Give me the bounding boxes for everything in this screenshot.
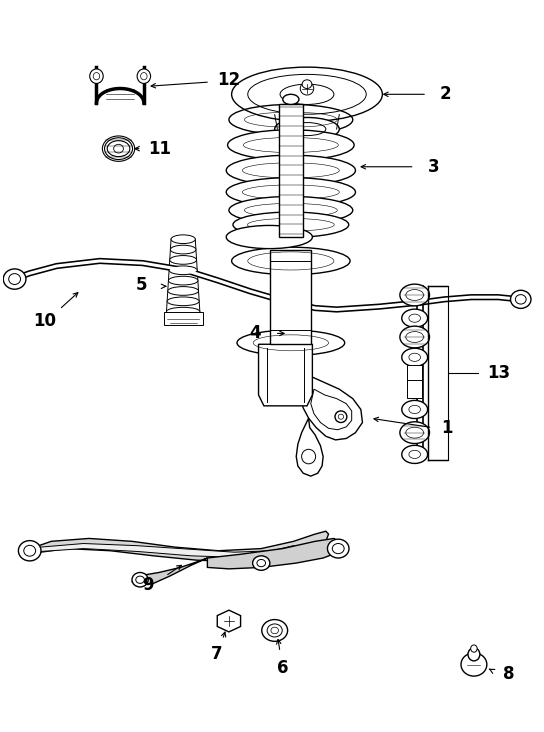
Ellipse shape — [400, 326, 430, 348]
Ellipse shape — [102, 136, 135, 161]
Polygon shape — [300, 375, 362, 440]
Text: 1: 1 — [441, 419, 453, 436]
Text: 10: 10 — [33, 312, 56, 330]
Polygon shape — [24, 531, 329, 561]
Ellipse shape — [510, 291, 531, 308]
Ellipse shape — [132, 572, 148, 587]
FancyBboxPatch shape — [407, 365, 422, 382]
Text: 7: 7 — [211, 646, 223, 663]
Ellipse shape — [3, 269, 26, 289]
Ellipse shape — [471, 645, 477, 652]
Ellipse shape — [275, 118, 339, 141]
FancyBboxPatch shape — [270, 250, 311, 344]
Ellipse shape — [226, 155, 355, 186]
Polygon shape — [217, 610, 240, 632]
FancyBboxPatch shape — [164, 312, 202, 325]
Polygon shape — [296, 418, 323, 476]
Ellipse shape — [232, 247, 350, 274]
Text: 11: 11 — [149, 140, 171, 157]
Text: 5: 5 — [136, 276, 147, 294]
Text: 4: 4 — [249, 324, 261, 343]
Ellipse shape — [468, 648, 480, 661]
Ellipse shape — [400, 284, 430, 306]
Polygon shape — [258, 344, 312, 406]
Ellipse shape — [170, 245, 196, 254]
Text: 9: 9 — [143, 576, 154, 594]
Polygon shape — [207, 539, 342, 569]
Ellipse shape — [137, 69, 151, 83]
Text: 13: 13 — [487, 365, 511, 382]
Polygon shape — [40, 543, 296, 557]
Text: 12: 12 — [218, 71, 240, 89]
Ellipse shape — [170, 255, 196, 264]
Ellipse shape — [300, 82, 314, 95]
Polygon shape — [132, 558, 207, 585]
Ellipse shape — [229, 105, 353, 135]
Ellipse shape — [402, 445, 428, 463]
Ellipse shape — [402, 348, 428, 366]
Ellipse shape — [461, 653, 487, 676]
Ellipse shape — [402, 400, 428, 419]
Ellipse shape — [237, 330, 345, 356]
Ellipse shape — [168, 287, 199, 295]
Ellipse shape — [262, 619, 288, 641]
Ellipse shape — [167, 297, 199, 306]
Ellipse shape — [226, 225, 312, 249]
Ellipse shape — [114, 144, 123, 153]
Ellipse shape — [90, 69, 103, 83]
Ellipse shape — [409, 450, 421, 458]
Ellipse shape — [229, 196, 353, 224]
Text: 2: 2 — [440, 86, 451, 103]
Ellipse shape — [400, 422, 430, 444]
Text: 3: 3 — [428, 158, 440, 176]
Text: 6: 6 — [277, 659, 288, 677]
Ellipse shape — [267, 624, 282, 637]
Ellipse shape — [327, 539, 349, 558]
Ellipse shape — [171, 235, 195, 244]
Text: 8: 8 — [503, 665, 515, 683]
Ellipse shape — [409, 314, 421, 322]
Ellipse shape — [402, 309, 428, 327]
Ellipse shape — [302, 80, 312, 89]
Ellipse shape — [409, 354, 421, 362]
FancyBboxPatch shape — [407, 381, 422, 398]
Ellipse shape — [409, 406, 421, 414]
Ellipse shape — [169, 266, 197, 274]
Ellipse shape — [227, 130, 354, 160]
Ellipse shape — [233, 212, 349, 237]
Ellipse shape — [283, 94, 299, 105]
Ellipse shape — [169, 276, 198, 285]
Ellipse shape — [226, 178, 355, 206]
Ellipse shape — [252, 556, 270, 570]
Ellipse shape — [166, 307, 200, 316]
FancyBboxPatch shape — [279, 104, 302, 237]
Ellipse shape — [18, 541, 41, 561]
